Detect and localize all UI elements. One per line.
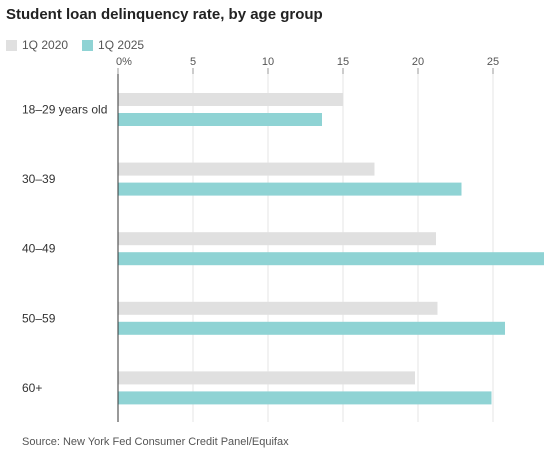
source-note: Source: New York Fed Consumer Credit Pan… <box>22 436 289 448</box>
bar-2025-3 <box>118 321 505 335</box>
legend-item-2020: 1Q 2020 <box>6 38 68 52</box>
x-tick-label: 25 <box>487 56 499 68</box>
bar-2025-4 <box>118 391 492 405</box>
legend-label-2025: 1Q 2025 <box>98 38 145 52</box>
bar-2025-2 <box>118 252 544 266</box>
category-label: 30–39 <box>22 172 56 186</box>
bar-2020-0 <box>118 93 343 106</box>
legend-swatch-2020 <box>6 39 17 51</box>
bar-2025-1 <box>118 182 462 196</box>
x-tick-label: 10 <box>262 56 274 68</box>
bar-2025-0 <box>118 113 322 126</box>
category-label: 40–49 <box>22 242 56 256</box>
legend: 1Q 2020 1Q 2025 <box>6 38 158 52</box>
legend-item-2025: 1Q 2025 <box>82 38 144 52</box>
bar-2020-4 <box>118 371 415 385</box>
category-label: 50–59 <box>22 311 56 325</box>
x-tick-label: 15 <box>337 56 349 68</box>
x-tick-label: 20 <box>412 56 424 68</box>
bar-2020-2 <box>118 232 436 246</box>
bar-2020-3 <box>118 301 438 315</box>
category-label: 60+ <box>22 381 42 395</box>
x-tick-label: 5 <box>190 56 196 68</box>
x-tick-label: 0% <box>116 56 132 68</box>
chart-title: Student loan delinquency rate, by age gr… <box>6 6 323 23</box>
legend-swatch-2025 <box>82 39 94 51</box>
bar-2020-1 <box>118 162 375 176</box>
legend-label-2020: 1Q 2020 <box>22 38 69 52</box>
category-label: 18–29 years old <box>22 103 107 117</box>
